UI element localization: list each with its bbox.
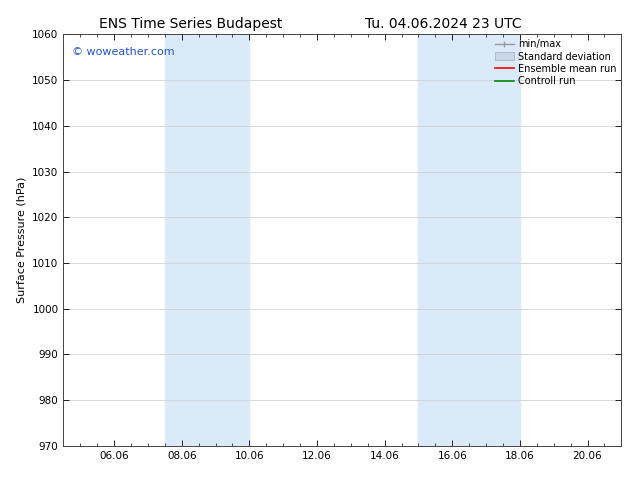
Y-axis label: Surface Pressure (hPa): Surface Pressure (hPa): [16, 177, 27, 303]
Text: ENS Time Series Budapest: ENS Time Series Budapest: [98, 17, 282, 31]
Text: © woweather.com: © woweather.com: [72, 47, 174, 57]
Legend: min/max, Standard deviation, Ensemble mean run, Controll run: min/max, Standard deviation, Ensemble me…: [495, 39, 616, 86]
Bar: [165, 34, 249, 446]
Text: Tu. 04.06.2024 23 UTC: Tu. 04.06.2024 23 UTC: [365, 17, 522, 31]
Bar: [418, 34, 520, 446]
